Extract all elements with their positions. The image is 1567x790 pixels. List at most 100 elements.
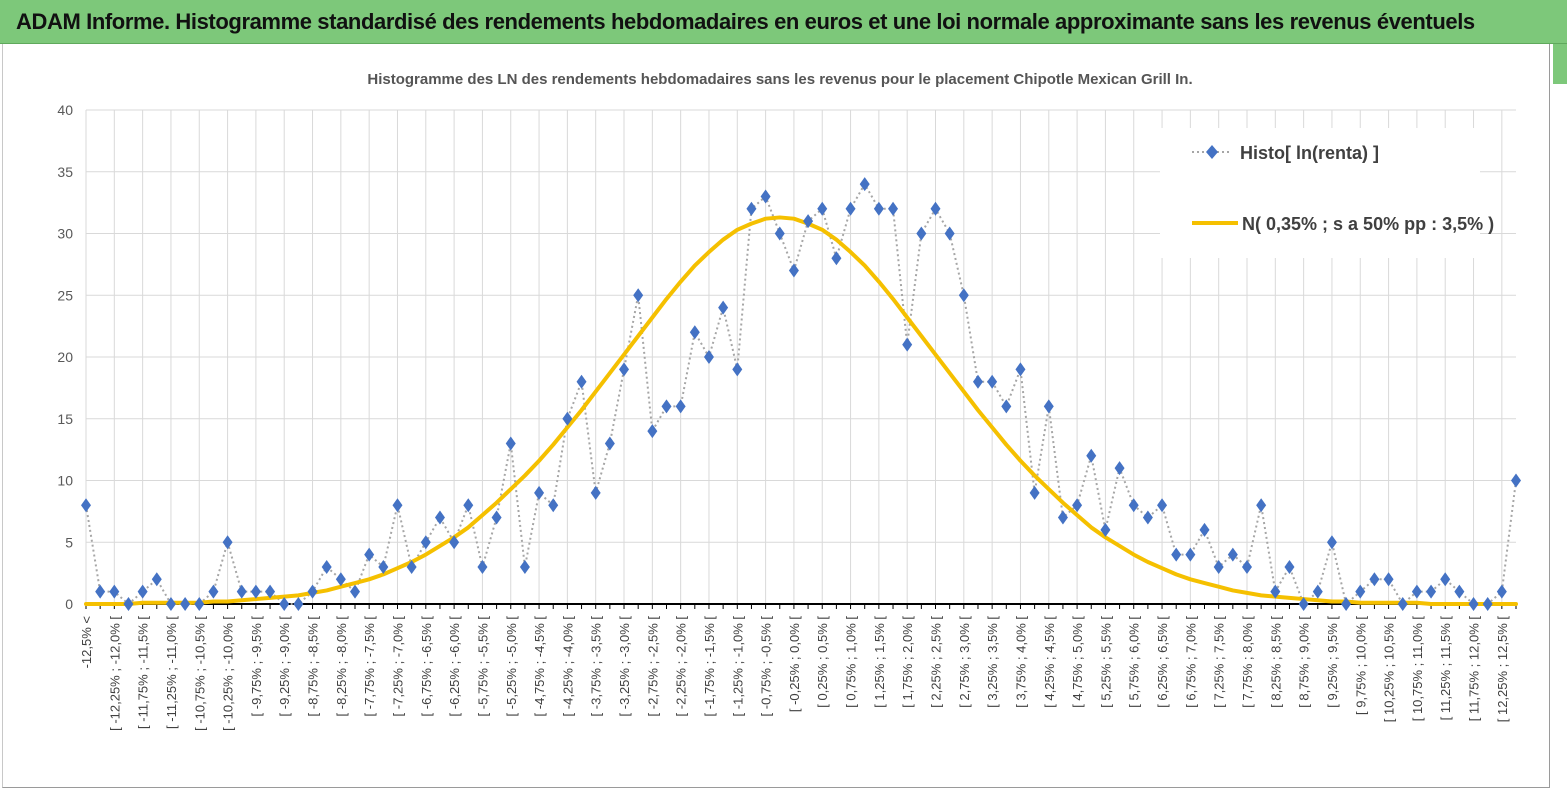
x-tick-label: [ -4,25% ; -4,0% [	[560, 616, 575, 717]
histo-point	[760, 189, 771, 204]
histo-point	[165, 597, 176, 611]
histo-point	[1086, 448, 1097, 463]
x-tick-label: [ 3,25% ; 3,5% [	[985, 616, 1000, 708]
histo-point	[873, 201, 884, 216]
histo-point	[576, 374, 587, 389]
y-tick-label: 0	[65, 596, 73, 612]
y-tick-label: 20	[57, 349, 73, 365]
histo-point	[1284, 559, 1295, 574]
y-tick-label: 35	[57, 164, 73, 180]
x-tick-label: [ -0,75% ; -0,5% [	[759, 616, 774, 717]
x-tick-label: [ -2,75% ; -2,5% [	[645, 616, 660, 717]
x-tick-label: [ 1,75% ; 2,0% [	[900, 616, 915, 708]
histo-point	[604, 436, 615, 451]
histo-point	[562, 411, 573, 426]
histo-point	[1157, 498, 1168, 513]
histo-point	[151, 572, 162, 587]
histo-point	[236, 584, 247, 599]
histo-point	[944, 226, 955, 241]
histo-point	[505, 436, 516, 451]
histo-point	[378, 559, 389, 574]
histo-point	[689, 325, 700, 340]
histo-point	[477, 559, 488, 574]
histo-point	[449, 535, 460, 550]
histo-point	[732, 362, 743, 377]
histo-point	[675, 399, 686, 414]
histo-point	[293, 597, 304, 611]
y-tick-label: 40	[57, 102, 73, 118]
y-axis: 0 5 10 15 20 25 30 35 40	[57, 102, 73, 612]
y-tick-label: 30	[57, 226, 73, 242]
histo-point	[548, 498, 559, 513]
x-tick-label: [ -0,25% ; 0,0% [	[787, 616, 802, 712]
histo-point	[208, 584, 219, 599]
histo-point	[180, 597, 191, 611]
x-tick-label: [ -6,75% ; -6,5% [	[419, 616, 434, 717]
x-tick-label: [ -8,25% ; -8,0% [	[334, 616, 349, 717]
histo-point	[1355, 584, 1366, 599]
histo-point	[1326, 535, 1337, 550]
histo-point	[321, 559, 332, 574]
x-tick-label: [ 6,75% ; 7,0% [	[1183, 616, 1198, 708]
histo-point	[661, 399, 672, 414]
x-tick-label: -12,5% <	[79, 616, 94, 668]
histo-point	[250, 584, 261, 599]
legend-histo-label: Histo[ ln(renta) ]	[1240, 143, 1379, 163]
x-tick-label: [ 7,25% ; 7,5% [	[1212, 616, 1227, 708]
histo-point	[1411, 584, 1422, 599]
histo-point	[222, 535, 233, 550]
histo-point	[1199, 522, 1210, 537]
histo-point	[1142, 510, 1153, 525]
banner-edge	[1553, 44, 1567, 84]
histo-point	[1511, 473, 1521, 488]
histo-point	[1468, 597, 1479, 611]
histo-point	[519, 559, 530, 574]
histo-point	[788, 263, 799, 278]
x-tick-label: [ 4,75% ; 5,0% [	[1070, 616, 1085, 708]
histo-point	[109, 584, 120, 599]
histo-point	[1029, 485, 1040, 500]
x-tick-label: [ 12,25% ; 12,5% [	[1495, 616, 1510, 723]
histo-point	[434, 510, 445, 525]
histo-point	[1227, 547, 1238, 562]
histo-point	[1128, 498, 1139, 513]
histo-point	[703, 350, 714, 364]
histo-point	[619, 362, 630, 377]
x-tick-label: [ 9,75% ; 10,0% [	[1353, 616, 1368, 715]
x-tick-label: [ 2,75% ; 3,0% [	[957, 616, 972, 708]
histo-point	[1001, 399, 1012, 414]
histo-point	[817, 201, 828, 216]
x-tick-label: [ 8,75% ; 9,0% [	[1297, 616, 1312, 708]
histo-point	[1454, 584, 1465, 599]
x-tick-label: [ -9,75% ; -9,5% [	[249, 616, 264, 717]
x-tick-label: [ -12,25% ; -12,0% [	[107, 616, 122, 731]
x-tick-label: [ 0,75% ; 1,0% [	[844, 616, 859, 708]
x-tick-label: [ 5,75% ; 6,0% [	[1127, 616, 1142, 708]
histo-point	[958, 288, 969, 303]
histo-point	[1369, 572, 1380, 587]
x-tick-label: [ 6,25% ; 6,5% [	[1155, 616, 1170, 708]
x-tick-label: [ 10,25% ; 10,5% [	[1382, 616, 1397, 723]
histo-point	[123, 597, 134, 611]
x-tick-label: [ 10,75% ; 11,0% [	[1410, 616, 1425, 722]
histo-point	[1256, 498, 1267, 513]
histo-point	[1426, 584, 1437, 599]
histo-point	[902, 337, 913, 352]
histo-point	[137, 584, 148, 599]
gridlines	[85, 109, 1516, 605]
x-tick-label: [ -3,25% ; -3,0% [	[617, 616, 632, 717]
histo-point	[307, 584, 318, 599]
report-banner: ADAM Informe. Histogramme standardisé de…	[0, 0, 1567, 44]
histo-point	[1397, 597, 1408, 611]
histo-point	[831, 251, 842, 266]
x-tick-label: [ -4,75% ; -4,5% [	[532, 616, 547, 717]
histo-point	[1057, 510, 1068, 525]
x-tick-label: [ 2,25% ; 2,5% [	[929, 616, 944, 708]
histo-point	[491, 510, 502, 525]
histo-point	[1298, 597, 1309, 611]
report-title: ADAM Informe. Histogramme standardisé de…	[16, 9, 1475, 34]
x-tick-label: [ -2,25% ; -2,0% [	[674, 616, 689, 717]
x-axis: -12,5% < [ -12,25% ; -12,0% [[ -11,75% ; …	[79, 604, 1517, 731]
y-tick-label: 25	[57, 287, 73, 303]
histo-point	[1213, 559, 1224, 574]
